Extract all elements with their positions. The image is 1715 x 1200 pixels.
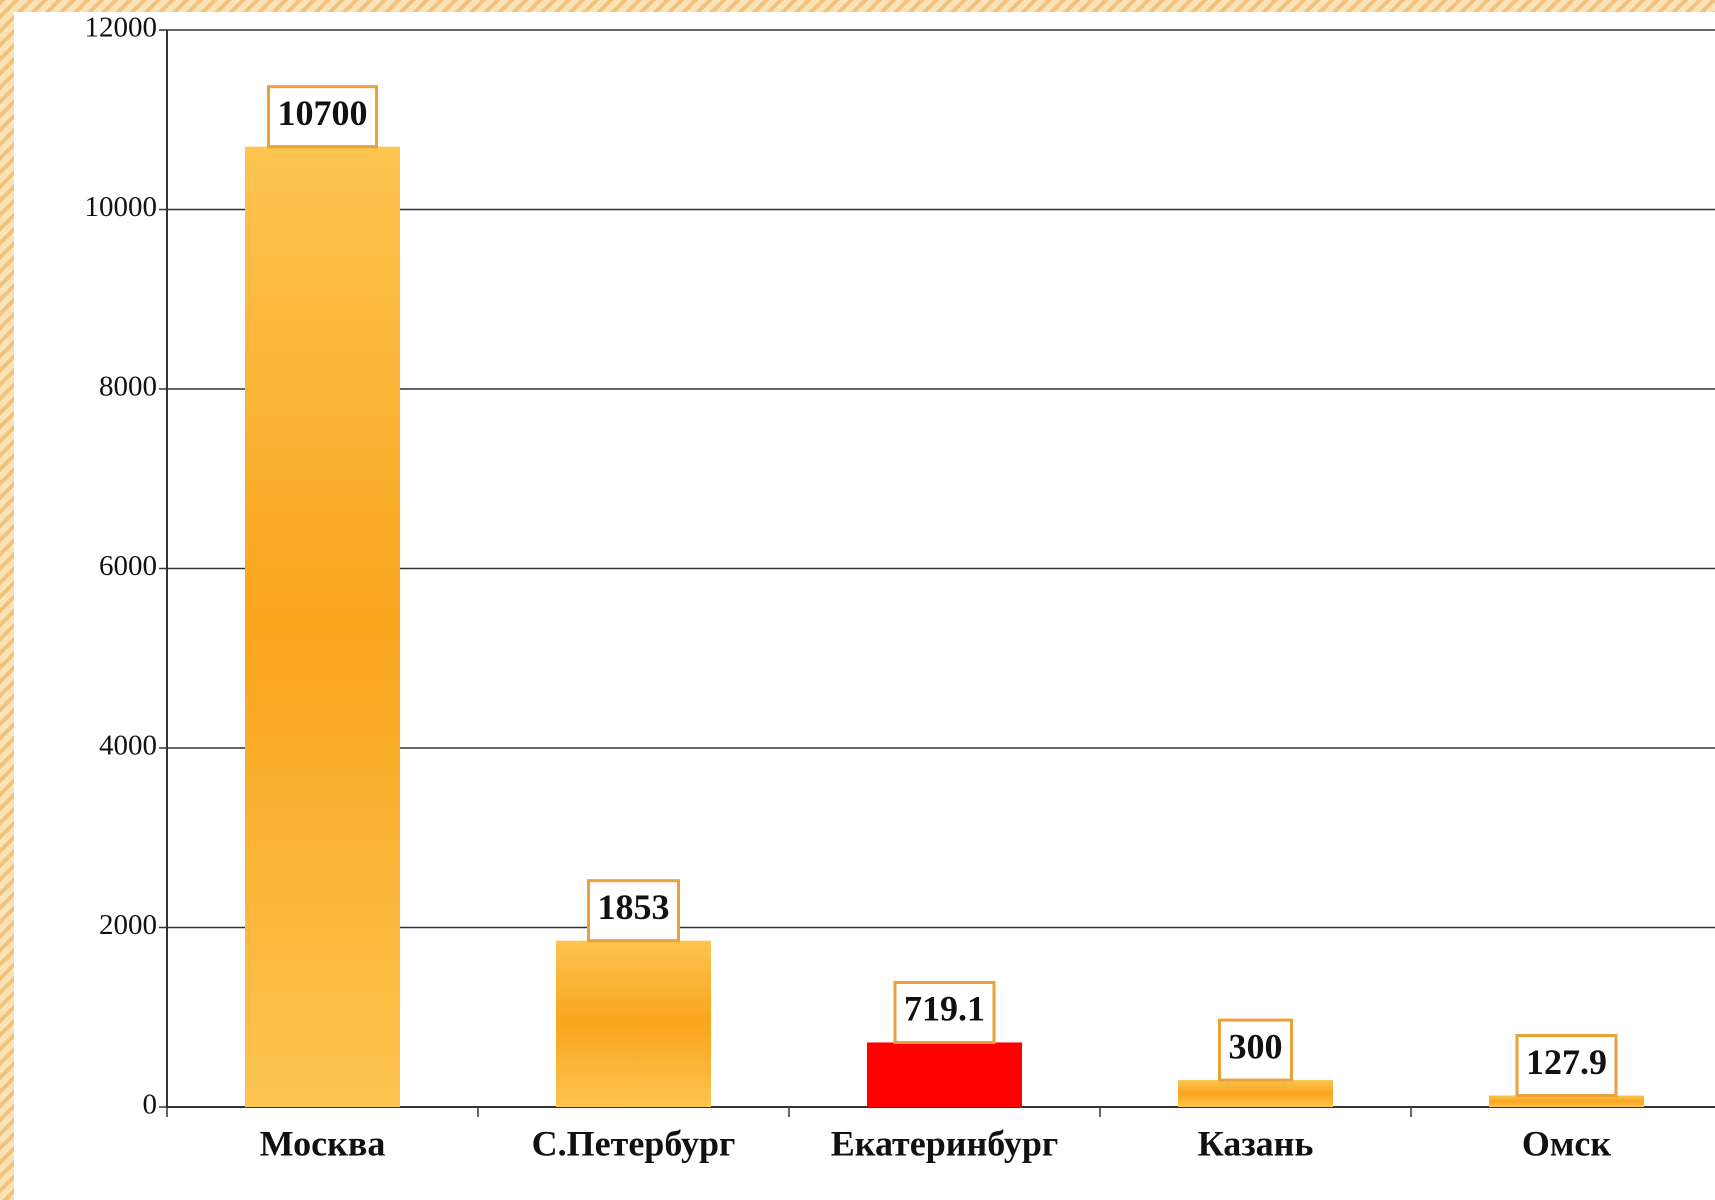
y-tick-label: 0: [143, 1089, 158, 1121]
frame-left: [0, 0, 14, 1200]
bar: [556, 940, 711, 1107]
x-tick-label: Казань: [1198, 1123, 1314, 1163]
value-label-box: [893, 980, 996, 1044]
y-tick-label: 10000: [85, 191, 158, 223]
value-label-box: [1218, 1018, 1293, 1082]
y-tick-label: 6000: [99, 550, 157, 582]
y-tick-label: 2000: [99, 909, 157, 941]
value-label-box: [587, 879, 680, 943]
value-label: 719.1: [904, 989, 985, 1029]
value-label-box: [267, 85, 378, 149]
y-tick-label: 8000: [99, 371, 157, 403]
x-tick-label: Омск: [1522, 1123, 1612, 1163]
y-tick-label: 12000: [85, 12, 158, 44]
bar: [1178, 1080, 1333, 1107]
bar: [1489, 1095, 1644, 1107]
x-tick-label: Екатеринбург: [831, 1123, 1058, 1163]
y-tick-label: 4000: [99, 730, 157, 762]
bar: [245, 146, 400, 1108]
value-label-box: [1515, 1034, 1618, 1098]
x-tick-label: С.Петербург: [532, 1123, 736, 1163]
bar: [867, 1042, 1022, 1107]
frame-top: [0, 0, 1715, 12]
value-label: 10700: [278, 93, 368, 133]
value-label: 1853: [598, 887, 670, 927]
value-label: 127.9: [1526, 1042, 1607, 1082]
value-label: 300: [1229, 1026, 1283, 1066]
x-tick-label: Москва: [260, 1123, 386, 1163]
